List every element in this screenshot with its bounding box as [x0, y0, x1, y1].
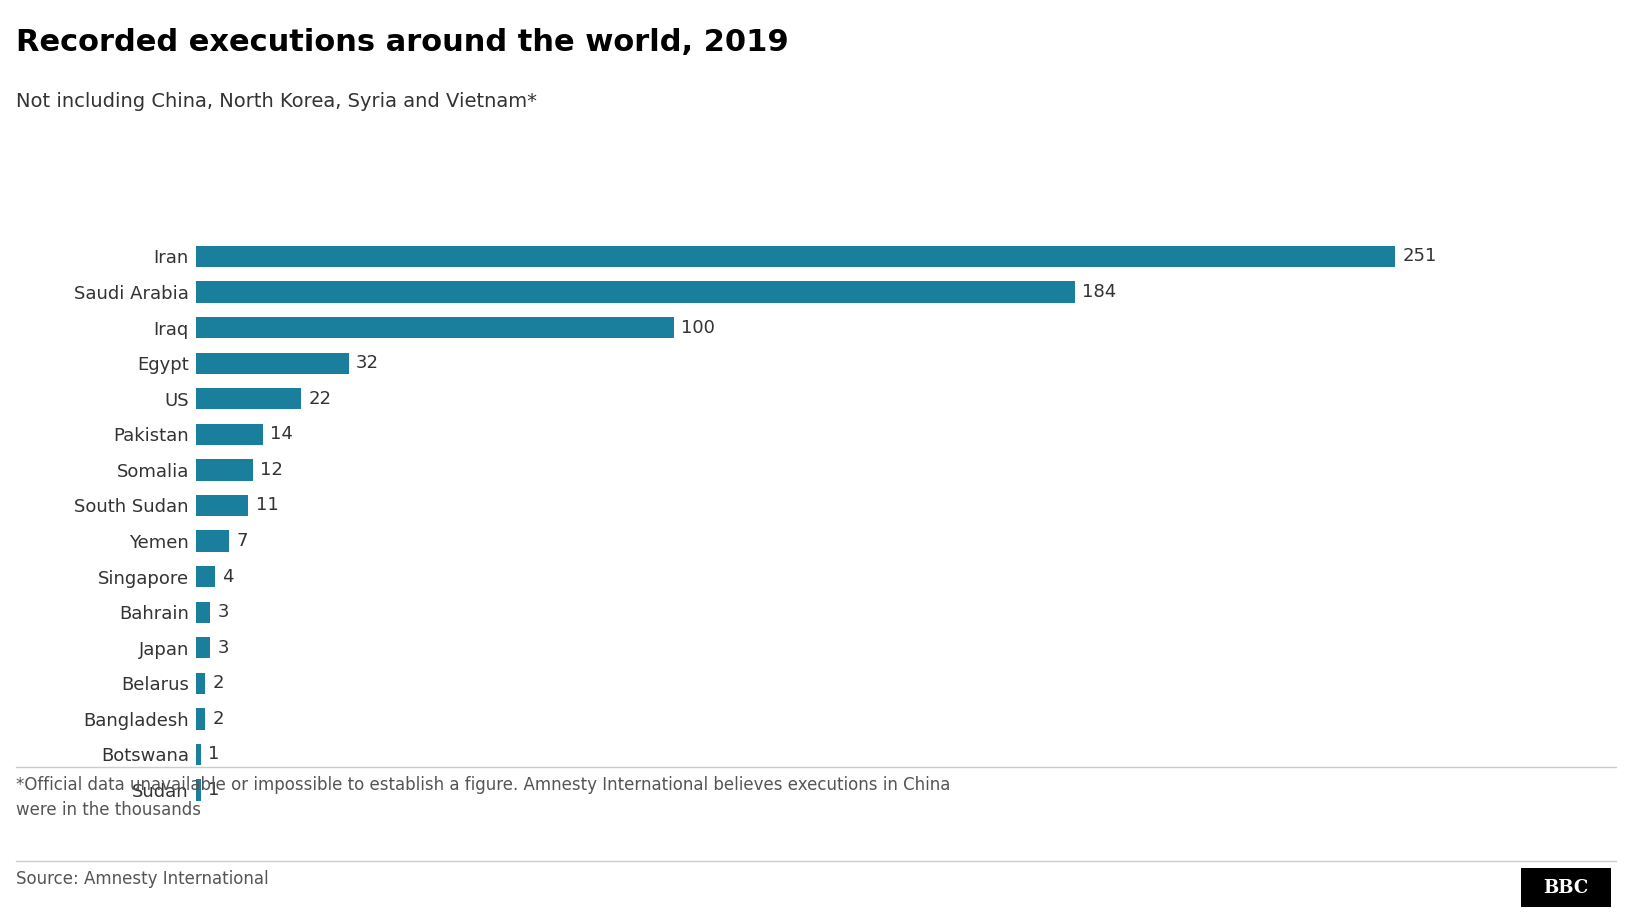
Bar — [196, 424, 263, 445]
Text: *Official data unavailable or impossible to establish a figure. Amnesty Internat: *Official data unavailable or impossible… — [16, 776, 951, 819]
Bar — [196, 673, 206, 694]
Text: Source: Amnesty International: Source: Amnesty International — [16, 870, 269, 889]
Bar — [196, 353, 349, 374]
Text: 32: 32 — [356, 354, 379, 372]
Text: 7: 7 — [237, 532, 248, 550]
Text: 1: 1 — [207, 745, 219, 764]
Bar — [196, 317, 674, 338]
Bar — [196, 565, 215, 588]
Bar — [196, 459, 253, 481]
Text: 2: 2 — [212, 675, 224, 692]
Text: 14: 14 — [269, 425, 292, 443]
Text: 2: 2 — [212, 710, 224, 728]
Bar — [196, 246, 1395, 267]
Text: 251: 251 — [1402, 248, 1438, 265]
Text: Recorded executions around the world, 2019: Recorded executions around the world, 20… — [16, 28, 788, 57]
Text: Not including China, North Korea, Syria and Vietnam*: Not including China, North Korea, Syria … — [16, 92, 537, 111]
Text: 4: 4 — [222, 567, 233, 586]
Bar — [196, 281, 1075, 303]
Text: BBC: BBC — [1544, 879, 1588, 897]
Bar — [196, 744, 201, 765]
Bar — [196, 601, 211, 622]
Bar — [196, 779, 201, 800]
Text: 22: 22 — [308, 390, 331, 408]
Text: 11: 11 — [256, 497, 279, 514]
Text: 12: 12 — [261, 461, 284, 479]
Text: 3: 3 — [217, 639, 228, 656]
Text: 100: 100 — [681, 319, 715, 337]
Bar — [196, 495, 248, 516]
Bar — [196, 709, 206, 730]
Text: 184: 184 — [1082, 283, 1116, 301]
Bar — [196, 531, 228, 552]
Bar — [196, 637, 211, 658]
Text: 3: 3 — [217, 603, 228, 621]
Text: 1: 1 — [207, 781, 219, 799]
Bar — [196, 388, 300, 409]
